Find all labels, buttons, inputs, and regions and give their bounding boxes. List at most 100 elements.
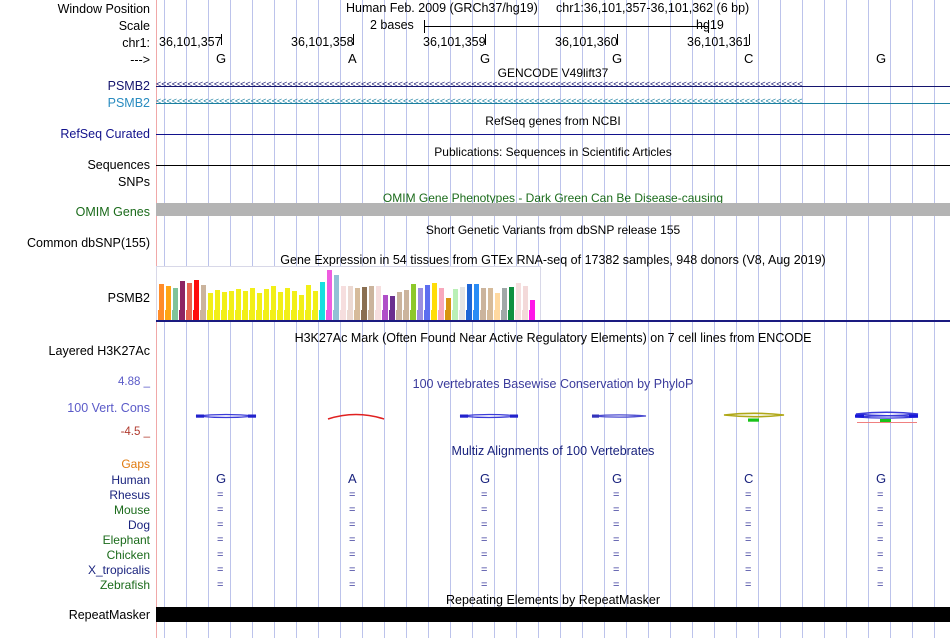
gtex-tissue-bar[interactable] xyxy=(306,285,312,321)
sidebar-item-species-elephant[interactable]: Elephant xyxy=(102,533,150,547)
gtex-tissue-bar[interactable] xyxy=(516,283,522,321)
gtex-tissue-bar[interactable] xyxy=(320,282,326,321)
gtex-tissue-bar[interactable] xyxy=(229,291,235,321)
sidebar-item-species-human[interactable]: Human xyxy=(111,473,150,487)
sidebar-item-100-vert-cons[interactable]: 100 Vert. Cons xyxy=(67,401,150,415)
gtex-tissue-bar[interactable] xyxy=(453,289,459,321)
gtex-tissue-bar[interactable] xyxy=(334,275,340,321)
sidebar-item-refseq-curated[interactable]: RefSeq Curated xyxy=(60,127,150,141)
gtex-tissue-bar[interactable] xyxy=(327,270,333,321)
gtex-tissue-bar[interactable] xyxy=(460,287,466,321)
sidebar-item-omim-genes[interactable]: OMIM Genes xyxy=(75,205,150,219)
gtex-tissue-bar[interactable] xyxy=(173,288,179,321)
gtex-tissue-bar[interactable] xyxy=(509,287,515,321)
gtex-tissue-bar[interactable] xyxy=(285,288,291,321)
gtex-tissue-bar[interactable] xyxy=(404,290,410,321)
multiz-alignment-mark: = xyxy=(217,564,224,576)
sidebar-item-species-x_tropicalis[interactable]: X_tropicalis xyxy=(87,563,150,577)
sidebar-item-psmb2-refseq[interactable]: PSMB2 xyxy=(107,96,150,110)
phylop-conservation-feature[interactable] xyxy=(722,405,786,427)
refseq-curated-line[interactable] xyxy=(156,134,950,135)
gtex-tissue-bar[interactable] xyxy=(271,286,277,321)
h3k27ac-segment xyxy=(242,310,248,320)
phylop-conservation-feature[interactable] xyxy=(458,405,520,427)
sidebar-item-species-dog[interactable]: Dog xyxy=(127,518,150,532)
gtex-tissue-bar[interactable] xyxy=(376,286,382,321)
gtex-tissue-bar[interactable] xyxy=(257,293,263,321)
gtex-tissue-bar[interactable] xyxy=(222,292,228,321)
track-data-area: Human Feb. 2009 (GRCh37/hg19) chr1:36,10… xyxy=(156,0,950,638)
sidebar-item-species-zebrafish[interactable]: Zebrafish xyxy=(99,578,150,592)
grid-line xyxy=(912,0,913,638)
omim-genes-bar[interactable] xyxy=(156,203,950,216)
gtex-tissue-bar[interactable] xyxy=(383,295,389,321)
gtex-tissue-bar[interactable] xyxy=(481,288,487,321)
gtex-tissue-bar[interactable] xyxy=(243,291,249,321)
gene-line-gencode[interactable] xyxy=(156,86,950,87)
multiz-alignment-mark: = xyxy=(877,519,884,531)
sidebar-item-species-rhesus[interactable]: Rhesus xyxy=(109,488,150,502)
sidebar-item-species-mouse[interactable]: Mouse xyxy=(113,503,150,517)
gtex-tissue-bar[interactable] xyxy=(432,283,438,321)
sidebar-item-common-dbsnp[interactable]: Common dbSNP(155) xyxy=(27,236,150,250)
sidebar-item-gaps[interactable]: Gaps xyxy=(121,457,150,471)
gtex-tissue-bar[interactable] xyxy=(292,291,298,321)
repeatmasker-bar[interactable] xyxy=(156,607,950,622)
gtex-tissue-bar[interactable] xyxy=(159,284,165,321)
phylop-conservation-feature[interactable] xyxy=(194,405,258,427)
gtex-tissue-bar[interactable] xyxy=(495,293,501,321)
gtex-tissue-bar[interactable] xyxy=(187,283,193,321)
phylop-conservation-feature[interactable] xyxy=(326,405,386,427)
gtex-tissue-bar[interactable] xyxy=(418,288,424,321)
sidebar-item-snps[interactable]: SNPs xyxy=(118,175,150,189)
sidebar-item-sequences[interactable]: Sequences xyxy=(87,158,150,172)
sidebar-item-repeatmasker[interactable]: RepeatMasker xyxy=(68,608,150,622)
gtex-tissue-bar[interactable] xyxy=(278,292,284,321)
gtex-tissue-bar[interactable] xyxy=(411,284,417,321)
gtex-tissue-bar[interactable] xyxy=(446,298,452,321)
gtex-tissue-bar[interactable] xyxy=(439,288,445,321)
position-readout[interactable]: chr1:36,101,357-36,101,362 (6 bp) xyxy=(556,1,750,15)
multiz-alignment-mark: = xyxy=(613,564,620,576)
gtex-tissue-bar[interactable] xyxy=(341,286,347,321)
phylop-conservation-feature[interactable] xyxy=(590,405,648,427)
multiz-alignment-mark: = xyxy=(349,489,356,501)
gtex-tissue-bar[interactable] xyxy=(348,286,354,321)
gtex-tissue-bar[interactable] xyxy=(166,286,172,321)
gtex-tissue-bar[interactable] xyxy=(467,284,473,321)
multiz-alignment-mark: = xyxy=(745,579,752,591)
gtex-tissue-bar[interactable] xyxy=(264,289,270,321)
sidebar-item-psmb2-gencode[interactable]: PSMB2 xyxy=(107,79,150,93)
gtex-tissue-bar[interactable] xyxy=(313,291,319,321)
gtex-tissue-bar[interactable] xyxy=(369,286,375,321)
gtex-tissue-bar[interactable] xyxy=(180,281,186,321)
sidebar-item-species-chicken[interactable]: Chicken xyxy=(106,548,150,562)
sequences-line[interactable] xyxy=(156,165,950,166)
gtex-tissue-bar[interactable] xyxy=(362,287,368,321)
gene-line-refseq[interactable] xyxy=(156,103,950,104)
multiz-alignment-mark: = xyxy=(877,564,884,576)
gtex-tissue-bar[interactable] xyxy=(236,289,242,321)
gtex-tissue-bar[interactable] xyxy=(208,293,214,321)
gtex-tissue-bar[interactable] xyxy=(194,280,200,321)
sidebar-item-layered-h3k27ac[interactable]: Layered H3K27Ac xyxy=(48,344,150,358)
gtex-tissue-bar[interactable] xyxy=(397,292,403,321)
gtex-tissue-bar[interactable] xyxy=(488,288,494,321)
gtex-tissue-bar[interactable] xyxy=(215,290,221,321)
phylop-conservation-feature[interactable] xyxy=(854,405,920,427)
grid-line xyxy=(780,0,781,638)
gtex-tissue-bar[interactable] xyxy=(425,285,431,321)
grid-line xyxy=(582,0,583,638)
gtex-tissue-bar[interactable] xyxy=(474,284,480,321)
sidebar-item-gtex-psmb2[interactable]: PSMB2 xyxy=(107,291,150,305)
scale-label: 2 bases xyxy=(370,18,414,32)
gtex-tissue-bar[interactable] xyxy=(201,285,207,321)
gtex-tissue-bar[interactable] xyxy=(390,296,396,321)
gtex-tissue-bar[interactable] xyxy=(250,288,256,321)
gtex-tissue-bar[interactable] xyxy=(523,286,529,321)
multiz-alignment-mark: = xyxy=(217,519,224,531)
h3k27ac-color-strip[interactable] xyxy=(156,310,539,320)
gtex-tissue-bar[interactable] xyxy=(355,288,361,321)
gtex-tissue-bar[interactable] xyxy=(299,295,305,321)
gtex-tissue-bar[interactable] xyxy=(502,288,508,321)
